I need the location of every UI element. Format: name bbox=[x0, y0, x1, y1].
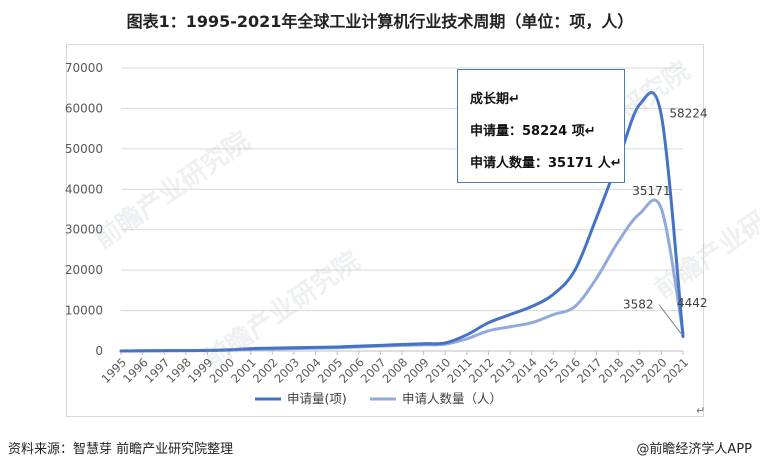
data-label: 58224 bbox=[669, 107, 707, 121]
y-axis-ticks: 0 10000 20000 30000 40000 50000 60000 70000 bbox=[65, 61, 103, 358]
y-tick-label: 60000 bbox=[65, 101, 103, 115]
data-label: 35171 bbox=[632, 184, 670, 198]
data-label: 3582 bbox=[623, 298, 654, 312]
y-tick-label: 50000 bbox=[65, 142, 103, 156]
series-layer bbox=[119, 91, 685, 353]
callout-stage: 成长期↵ bbox=[470, 92, 520, 107]
y-tick-label: 10000 bbox=[65, 304, 103, 318]
paragraph-mark: ↵ bbox=[696, 404, 706, 417]
y-tick-label: 40000 bbox=[65, 182, 103, 196]
page-title: 图表1：1995-2021年全球工业计算机行业技术周期（单位：项，人） bbox=[126, 12, 634, 31]
data-label: 4442 bbox=[677, 296, 708, 310]
y-tick-label: 0 bbox=[95, 344, 103, 358]
callout-applicants: 申请人数量：35171 人↵ bbox=[470, 156, 622, 171]
series-line-1 bbox=[119, 91, 685, 353]
x-tick-label: 2021 bbox=[661, 355, 692, 386]
brand-note: @前瞻经济学人APP bbox=[636, 442, 752, 457]
y-tick-label: 70000 bbox=[65, 61, 103, 75]
growth-stage-callout: 成长期↵ 申请量：58224 项↵ 申请人数量：35171 人↵ bbox=[457, 69, 625, 183]
y-tick-label: 30000 bbox=[65, 223, 103, 237]
y-tick-label: 20000 bbox=[65, 263, 103, 277]
x-axis-ticks: 1995199619971998199920002001200220032004… bbox=[99, 351, 692, 386]
label-leader-line bbox=[658, 304, 682, 334]
callout-applications: 申请量：58224 项↵ bbox=[470, 124, 596, 139]
series-line-2 bbox=[119, 198, 685, 353]
legend-label-2: 申请人数量（人） bbox=[402, 391, 502, 406]
data-labels-layer: 58224 35171 3582 4442 bbox=[623, 107, 708, 334]
legend: 申请量(项) 申请人数量（人） bbox=[255, 391, 502, 406]
source-note: 资料来源：智慧芽 前瞻产业研究院整理 bbox=[8, 442, 234, 457]
legend-label-1: 申请量(项) bbox=[287, 391, 347, 406]
